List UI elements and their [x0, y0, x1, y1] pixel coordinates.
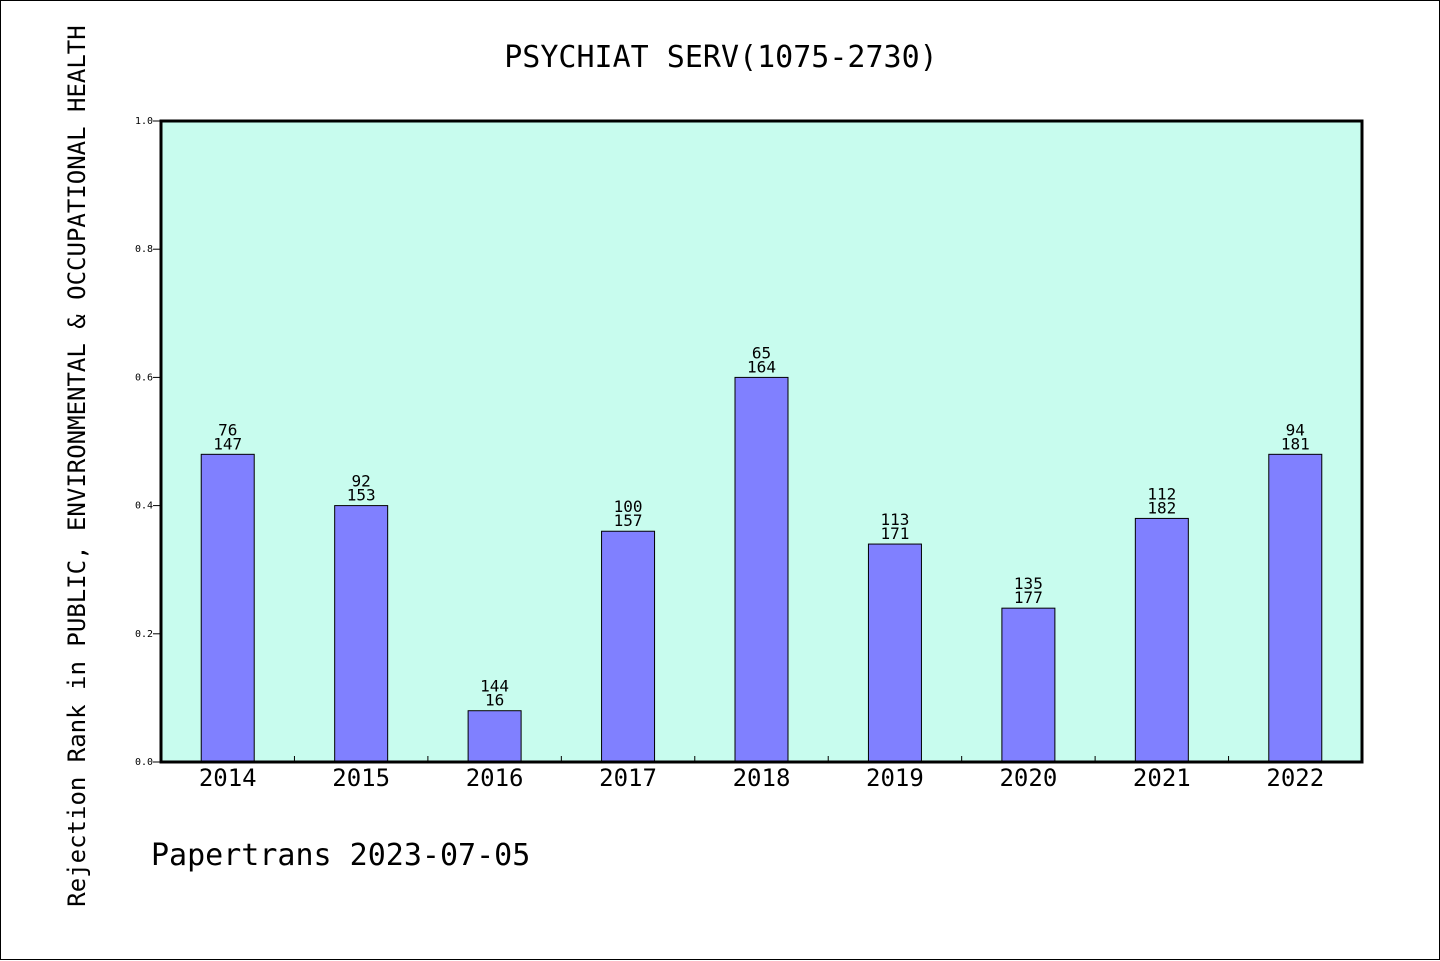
x-tick-label-2018: 2018	[733, 764, 791, 792]
x-tick-label-2021: 2021	[1133, 764, 1191, 792]
y-tick-label-2: 0.4	[135, 501, 153, 512]
x-tick-label-2014: 2014	[199, 764, 257, 792]
bar-2016	[467, 710, 522, 763]
x-tick-label-2019: 2019	[866, 764, 924, 792]
x-tick-label-2015: 2015	[332, 764, 390, 792]
x-tick-label-2017: 2017	[599, 764, 657, 792]
y-tick-label-3: 0.6	[135, 372, 153, 383]
bar-2022	[1268, 453, 1323, 763]
bars	[200, 376, 1323, 763]
bar-2020	[1001, 607, 1056, 763]
bar-2015	[334, 505, 389, 763]
bar-label-bottom-2014: 147	[213, 434, 242, 453]
bar-label-top-2017: 100	[614, 497, 643, 516]
bar-label-top-2015: 92	[352, 472, 371, 491]
y-tick-label-0: 0.0	[135, 757, 153, 768]
bar-2018	[734, 376, 789, 763]
bar-2021	[1134, 517, 1189, 763]
bar-label-top-2014: 76	[218, 420, 237, 439]
plot-border	[159, 119, 1364, 764]
bar-label-top-2020: 135	[1014, 574, 1043, 593]
x-tick-label-2022: 2022	[1266, 764, 1324, 792]
chart-title: PSYCHIAT SERV(1075-2730)	[504, 40, 937, 75]
bar-2017	[601, 530, 656, 763]
y-tick-label-1: 0.2	[135, 629, 153, 640]
y-axis: 0.0 0.2 0.4 0.6 0.8 1.0	[135, 116, 161, 768]
y-tick-label-4: 0.8	[135, 244, 153, 255]
footer-text: Papertrans 2023-07-05	[151, 838, 530, 873]
bar-label-top-2019: 113	[880, 510, 909, 529]
bar-label-bottom-2016: 16	[485, 691, 504, 710]
bar-label-top-2021: 112	[1147, 484, 1176, 503]
bar-label-bottom-2017: 157	[614, 511, 643, 530]
bar-label-top-2018: 65	[752, 343, 771, 362]
y-tick-label-5: 1.0	[135, 116, 153, 127]
bar-label-bottom-2018: 164	[747, 357, 776, 376]
bar-2014	[200, 453, 255, 763]
bar-label-bottom-2022: 181	[1281, 434, 1310, 453]
bar-label-bottom-2019: 171	[880, 524, 909, 543]
bar-label-bottom-2020: 177	[1014, 588, 1043, 607]
y-axis-label: Rejection Rank in PUBLIC, ENVIRONMENTAL …	[63, 25, 91, 906]
x-tick-label-2016: 2016	[466, 764, 524, 792]
bar-label-bottom-2021: 182	[1147, 498, 1176, 517]
bar-2019	[867, 543, 922, 763]
x-tick-label-2020: 2020	[999, 764, 1057, 792]
bar-label-top-2016: 144	[480, 677, 509, 696]
x-axis: 2014 2015 2016 2017 2018 2019 2020 2021 2022	[199, 764, 1324, 792]
bar-label-bottom-2015: 153	[347, 486, 376, 505]
bar-label-top-2022: 94	[1286, 420, 1305, 439]
